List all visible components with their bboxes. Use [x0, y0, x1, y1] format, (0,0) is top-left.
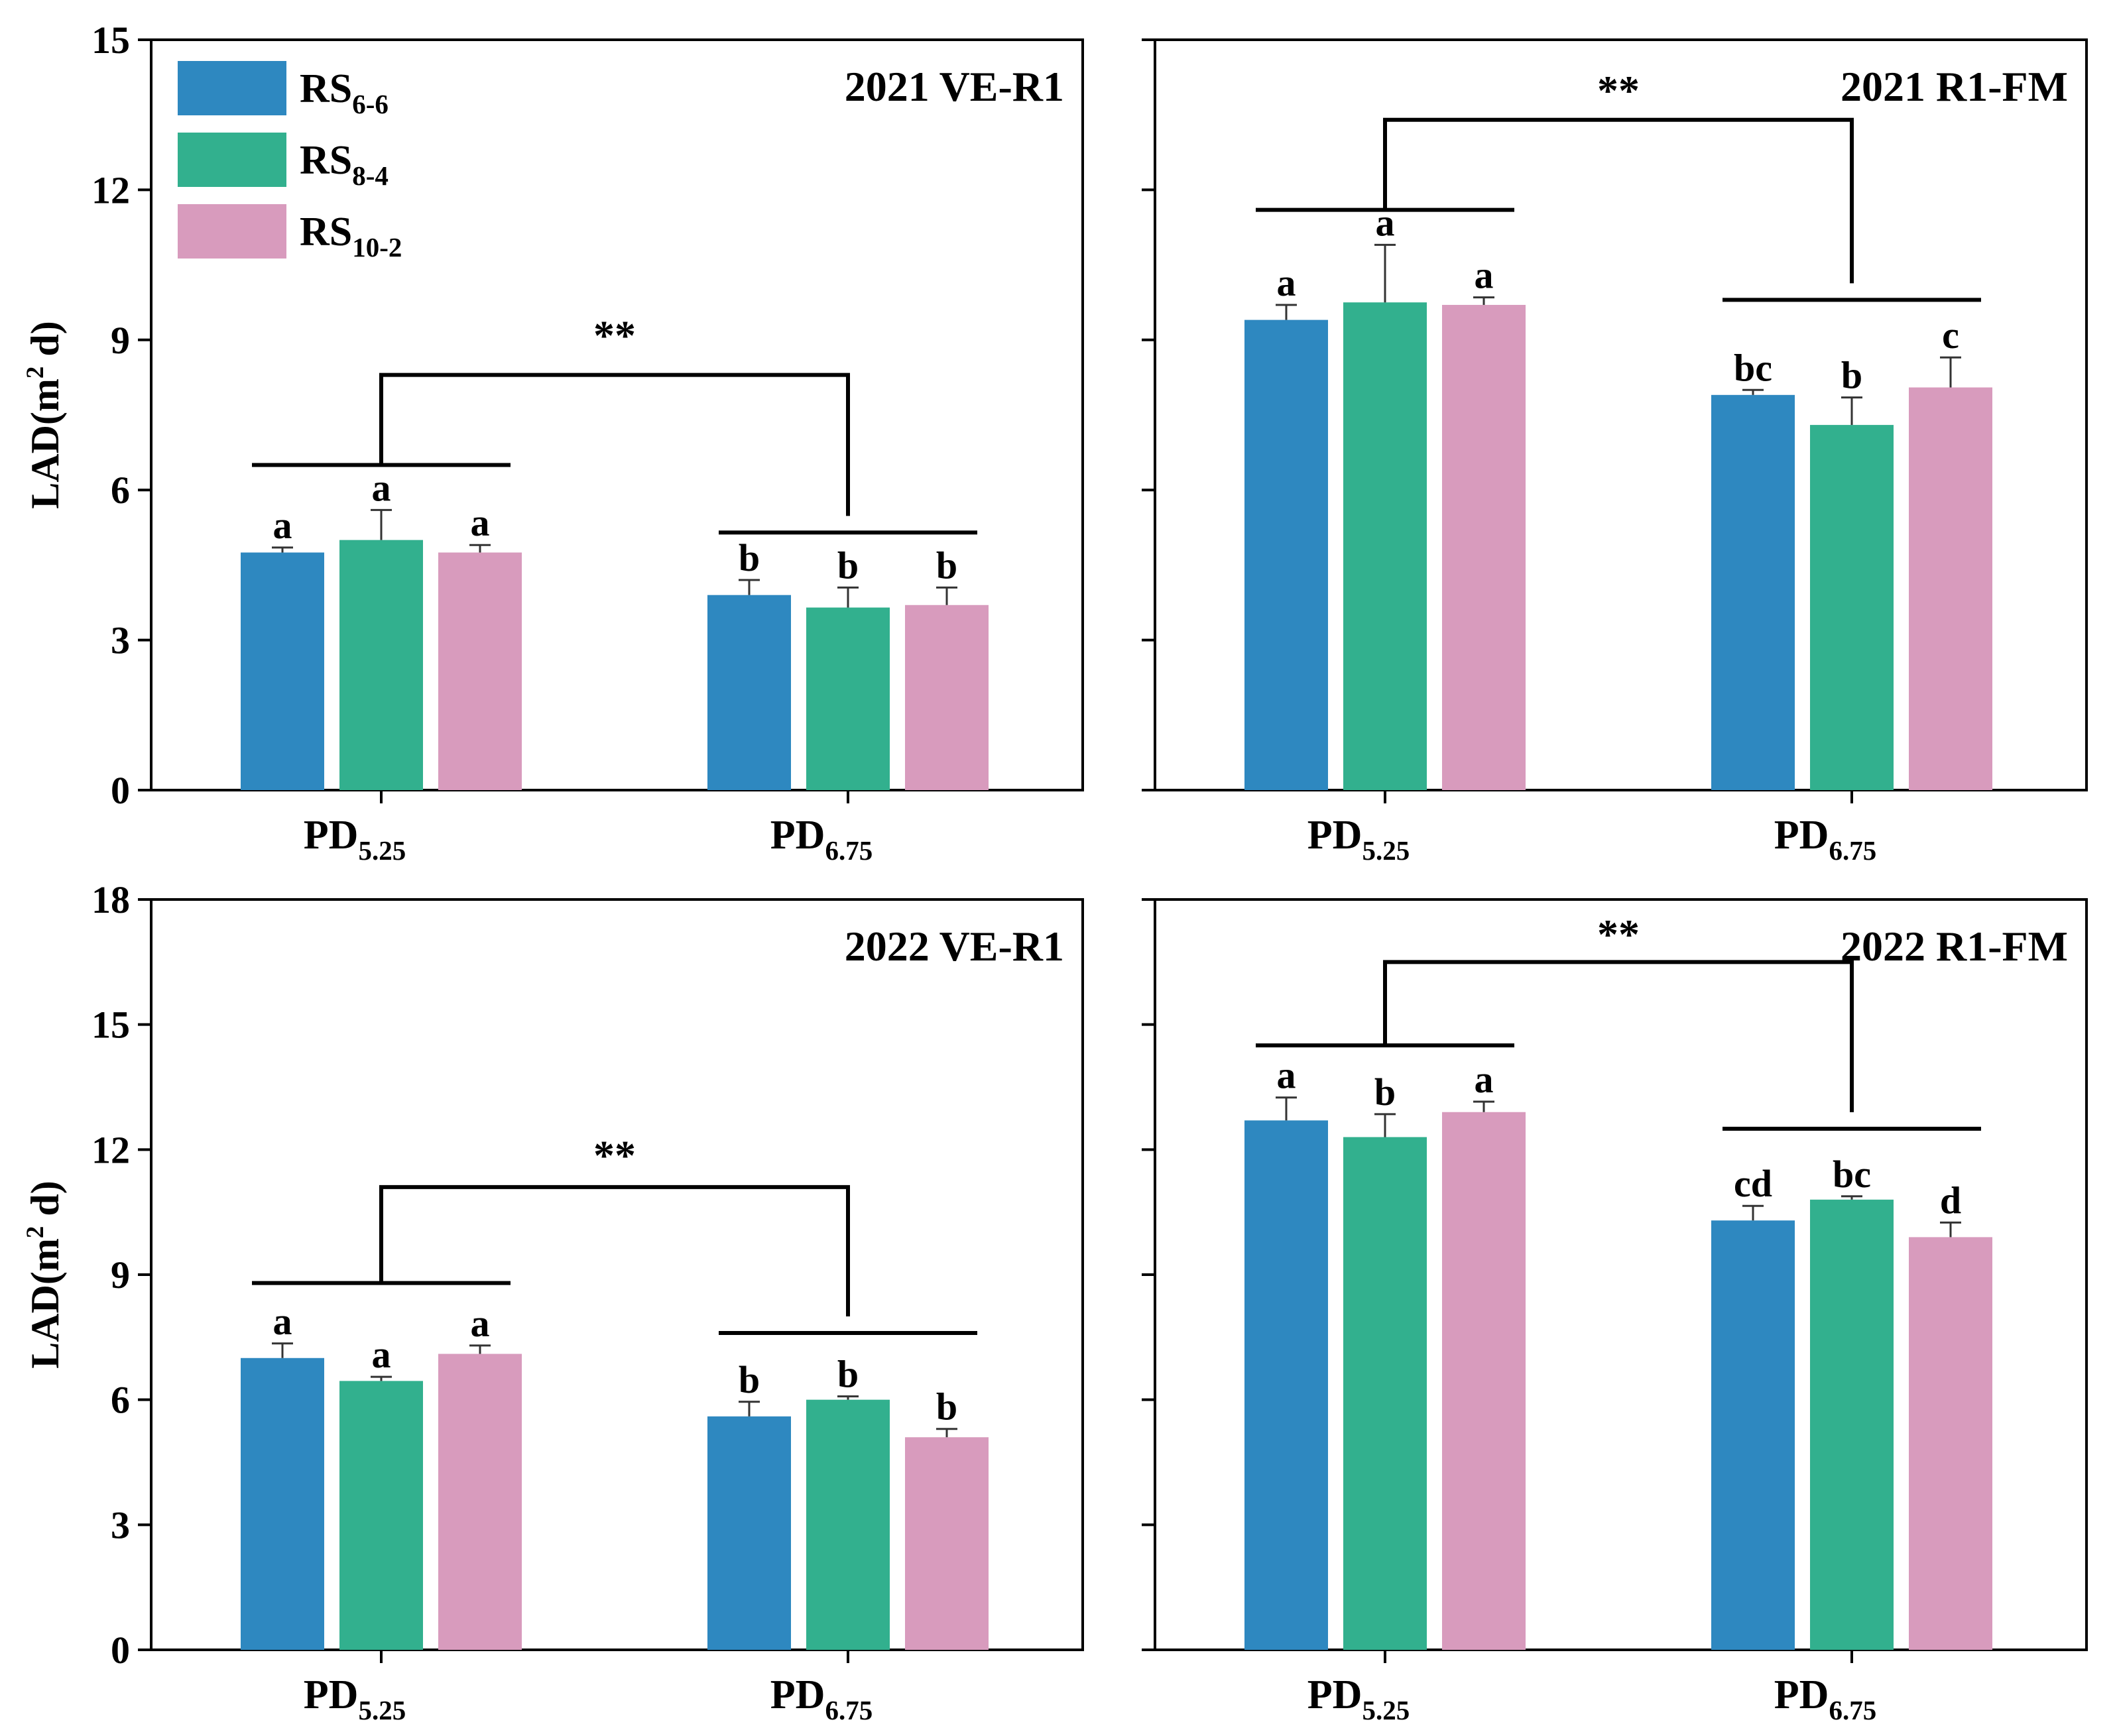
legend-swatch-rs10-2 [178, 204, 286, 259]
y-tick-label: 3 [111, 619, 130, 662]
significance-letter: a [273, 504, 292, 547]
significance-letter: a [372, 466, 391, 509]
bar-rs10-2 [1909, 387, 1992, 790]
y-tick-label: 6 [111, 469, 130, 512]
x-tick-label: PD5.25 [1307, 813, 1410, 866]
significance-letter: b [1374, 1071, 1396, 1114]
bar-rs8-4 [339, 540, 423, 790]
bar-rs10-2 [438, 1354, 522, 1650]
plot-frame [1154, 38, 2088, 791]
significance-bracket [1383, 960, 1854, 1112]
bar-rs6-6 [1711, 1220, 1795, 1650]
y-tick-label: 9 [111, 319, 130, 362]
panel-3: 0 3 6 9 12 15 18 LAD(m2 d) PD5.25 PD6.75 a b a b a b ** 2… [22, 878, 1084, 1725]
significance-letter: bc [1734, 346, 1772, 389]
x-tick-label: PD5.25 [304, 813, 406, 866]
bar-rs6-6 [707, 595, 791, 790]
significance-letter: b [837, 544, 859, 587]
legend-label: RS8-4 [300, 138, 389, 191]
bar-rs10-2 [438, 552, 522, 790]
bar-rs10-2 [905, 605, 989, 790]
y-tick-label: 6 [111, 1379, 130, 1422]
bar-rs6-6 [707, 1416, 791, 1650]
significance-letter: a [1277, 1054, 1296, 1097]
y-axis-label: LAD(m2 d) [22, 321, 67, 509]
significance-bracket [379, 373, 850, 516]
significance-letter: bc [1833, 1153, 1871, 1196]
y-tick-label: 15 [91, 1004, 130, 1047]
significance-letter: b [837, 1353, 859, 1396]
y-tick-label: 0 [111, 769, 130, 812]
bar-rs6-6 [1244, 319, 1328, 790]
plot-frame [150, 38, 1084, 791]
x-tick-label: PD5.25 [1307, 1672, 1410, 1725]
y-tick-label: 12 [91, 1128, 130, 1171]
significance-letter: a [1475, 1058, 1494, 1101]
legend-label: RS6-6 [300, 66, 389, 119]
panel-title: 2022 R1-FM [1841, 923, 2068, 970]
bar-rs8-4 [339, 1381, 423, 1650]
bar-rs6-6 [241, 1358, 324, 1650]
y-tick-label: 18 [91, 878, 130, 921]
y-axis-label: LAD(m2 d) [22, 1181, 67, 1369]
legend: RS6-6 RS8-4 RS10-2 [178, 61, 402, 262]
panel-title: 2022 VE-R1 [845, 923, 1064, 970]
legend-label: RS10-2 [300, 209, 402, 262]
panel-4: PD5.25 PD6.75 a cd b bc a d ** 2022 R1-FM [1142, 898, 2088, 1725]
legend-swatch-rs6-6 [178, 61, 286, 115]
significance-stars: ** [1597, 911, 1640, 958]
y-tick-label: 0 [111, 1629, 130, 1672]
panel-title: 2021 VE-R1 [845, 63, 1064, 110]
bar-rs8-4 [1343, 302, 1427, 790]
bar-rs6-6 [1244, 1120, 1328, 1650]
significance-letter: a [1475, 254, 1494, 297]
bar-rs8-4 [806, 1399, 890, 1650]
bar-rs10-2 [905, 1437, 989, 1650]
bar-rs8-4 [1343, 1137, 1427, 1650]
panel-title: 2021 R1-FM [1841, 63, 2068, 110]
significance-letter: c [1942, 314, 1959, 357]
bar-rs6-6 [1711, 394, 1795, 790]
y-tick-label: 12 [91, 168, 130, 211]
bar-rs8-4 [1810, 425, 1894, 790]
significance-letter: a [471, 1302, 490, 1345]
bar-rs8-4 [1810, 1199, 1894, 1650]
significance-bracket [379, 1185, 850, 1317]
y-tick-label: 3 [111, 1503, 130, 1546]
bar-rs10-2 [1442, 304, 1526, 790]
significance-letter: a [372, 1333, 391, 1376]
significance-letter: d [1940, 1179, 1961, 1222]
significance-letter: b [936, 1385, 957, 1428]
y-axis-label-text: LAD(m2 d) [22, 1181, 67, 1369]
significance-letter: b [1841, 354, 1862, 397]
x-tick-label: PD6.75 [770, 813, 873, 866]
significance-letter: b [936, 544, 957, 587]
bar-rs10-2 [1909, 1237, 1992, 1650]
significance-stars: ** [593, 312, 636, 359]
significance-letter: cd [1734, 1162, 1772, 1205]
bar-rs6-6 [241, 552, 324, 790]
panel-1: 0 3 6 9 12 15 LAD(m2 d) PD5.25 PD6.75 a b a b a b ** 202… [22, 19, 1084, 866]
significance-letter: b [739, 536, 760, 579]
bar-rs8-4 [806, 607, 890, 790]
legend-swatch-rs8-4 [178, 133, 286, 187]
bar-rs10-2 [1442, 1112, 1526, 1650]
y-tick-label: 9 [111, 1253, 130, 1297]
x-tick-label: PD5.25 [304, 1672, 406, 1725]
significance-letter: a [1277, 261, 1296, 304]
significance-letter: a [273, 1300, 292, 1343]
significance-stars: ** [1597, 67, 1640, 114]
x-tick-label: PD6.75 [1774, 1672, 1876, 1725]
x-tick-label: PD6.75 [1774, 813, 1876, 866]
y-axis-label-text: LAD(m2 d) [22, 321, 67, 509]
y-tick-label: 15 [91, 19, 130, 62]
significance-stars: ** [593, 1131, 636, 1179]
significance-letter: a [471, 501, 490, 544]
significance-letter: b [739, 1358, 760, 1401]
significance-bracket [1383, 117, 1854, 284]
x-tick-label: PD6.75 [770, 1672, 873, 1725]
